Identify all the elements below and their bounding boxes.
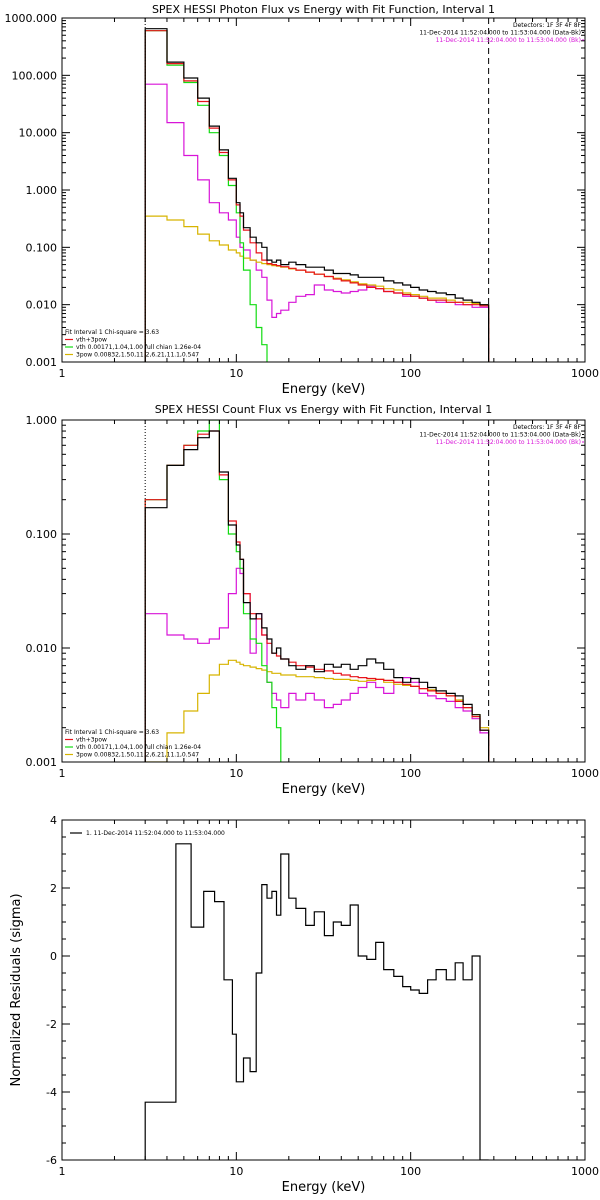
y-tick-label: 0.001 (26, 756, 58, 769)
legend-label: vth 0.00171,1.04,1.00 full chian 1.26e-0… (76, 344, 201, 351)
y-tick-label: 10.000 (19, 127, 58, 140)
series-line-black (144, 843, 489, 1160)
x-tick-label: 10 (229, 367, 243, 380)
photon-flux-panel: SPEX HESSI Photon Flux vs Energy with Fi… (5, 3, 600, 397)
plot-frame (61, 419, 586, 763)
y-tick-label: 1.000 (26, 414, 58, 427)
y-tick-label: -2 (46, 1018, 57, 1031)
legend-label: Fit Interval 1 Chi-square = 3.63 (65, 729, 159, 736)
x-tick-label: 1 (59, 767, 66, 780)
header-annotation: Detectors: 1F 3F 4F 8F (513, 22, 582, 29)
legend-label: 3pow 0.00832,1.50,11.2,6.21,11.1,0.547 (76, 752, 199, 759)
legend-label: 1. 11-Dec-2014 11:52:04.000 to 11:53:04.… (86, 830, 225, 837)
x-tick-label: 1000 (571, 1165, 599, 1178)
chart-title: SPEX HESSI Photon Flux vs Energy with Fi… (152, 3, 495, 16)
series-group (144, 420, 490, 762)
y-tick-label: 0.001 (26, 356, 58, 369)
series-group (144, 28, 490, 362)
y-tick-label: -4 (46, 1086, 57, 1099)
series-line-green (144, 420, 282, 762)
series-line-red (144, 30, 490, 362)
series-line-green (144, 30, 268, 362)
x-tick-label: 10 (229, 1165, 243, 1178)
y-tick-label: 0.100 (26, 528, 58, 541)
y-tick-label: 1.000 (26, 184, 58, 197)
y-tick-label: 0.010 (26, 299, 58, 312)
residuals-panel: 1 10 100 1000 -6 -4 -2 0 2 4 Energy (keV) Normalize… (9, 814, 599, 1195)
x-tick-label: 1000 (571, 367, 599, 380)
header-annotation: 11-Dec-2014 11:52:04.000 to 11:53:04.000… (419, 30, 581, 37)
y-tick-label: 2 (50, 882, 57, 895)
plot-frame (61, 17, 586, 363)
count-flux-panel: SPEX HESSI Count Flux vs Energy with Fit… (26, 403, 600, 797)
x-tick-label: 1000 (571, 767, 599, 780)
y-tick-label: 0.100 (26, 241, 58, 254)
y-tick-label: 4 (50, 814, 57, 827)
series-line-magenta (144, 83, 490, 362)
series-line-black (144, 430, 490, 762)
series-line-yellow (144, 215, 490, 362)
series-line-magenta (144, 567, 490, 762)
x-tick-label: 1 (59, 367, 66, 380)
header-annotation: Detectors: 1F 3F 4F 8F (513, 424, 582, 431)
header-annotation: 11-Dec-2014 11:52:04.000 to 11:53:04.000… (419, 432, 581, 439)
series-line-red (144, 430, 490, 762)
legend-label: 3pow 0.00832,1.50,11.2,6.21,11.1,0.547 (76, 352, 199, 359)
header-annotation: 11-Dec-2014 11:52:04.000 to 11:53:04.000… (436, 37, 581, 44)
series-group (144, 843, 489, 1160)
x-tick-label: 100 (400, 1165, 421, 1178)
header-annotation: 11-Dec-2014 11:52:04.000 to 11:53:04.000… (436, 439, 581, 446)
y-tick-label: 1000.000 (5, 12, 58, 25)
y-tick-label: 0 (50, 950, 57, 963)
y-tick-label: -6 (46, 1154, 57, 1167)
y-tick-label: 0.010 (26, 642, 58, 655)
y-tick-label: 100.000 (12, 69, 58, 82)
legend-label: vth+3pow (76, 337, 107, 344)
legend-label: Fit Interval 1 Chi-square = 3.63 (65, 329, 159, 336)
chart-title: SPEX HESSI Count Flux vs Energy with Fit… (155, 403, 492, 416)
legend-label: vth 0.00171,1.04,1.00 full chian 1.26e-0… (76, 744, 201, 751)
x-tick-label: 1 (59, 1165, 66, 1178)
x-axis-label: Energy (keV) (282, 382, 366, 397)
x-axis-label: Energy (keV) (282, 782, 366, 797)
x-tick-label: 100 (400, 367, 421, 380)
plot-frame (61, 819, 586, 1161)
x-tick-label: 100 (400, 767, 421, 780)
x-axis-label: Energy (keV) (282, 1180, 366, 1195)
x-tick-label: 10 (229, 767, 243, 780)
series-line-black (144, 28, 490, 362)
y-axis-label: Normalized Residuals (sigma) (9, 893, 24, 1086)
legend-label: vth+3pow (76, 737, 107, 744)
